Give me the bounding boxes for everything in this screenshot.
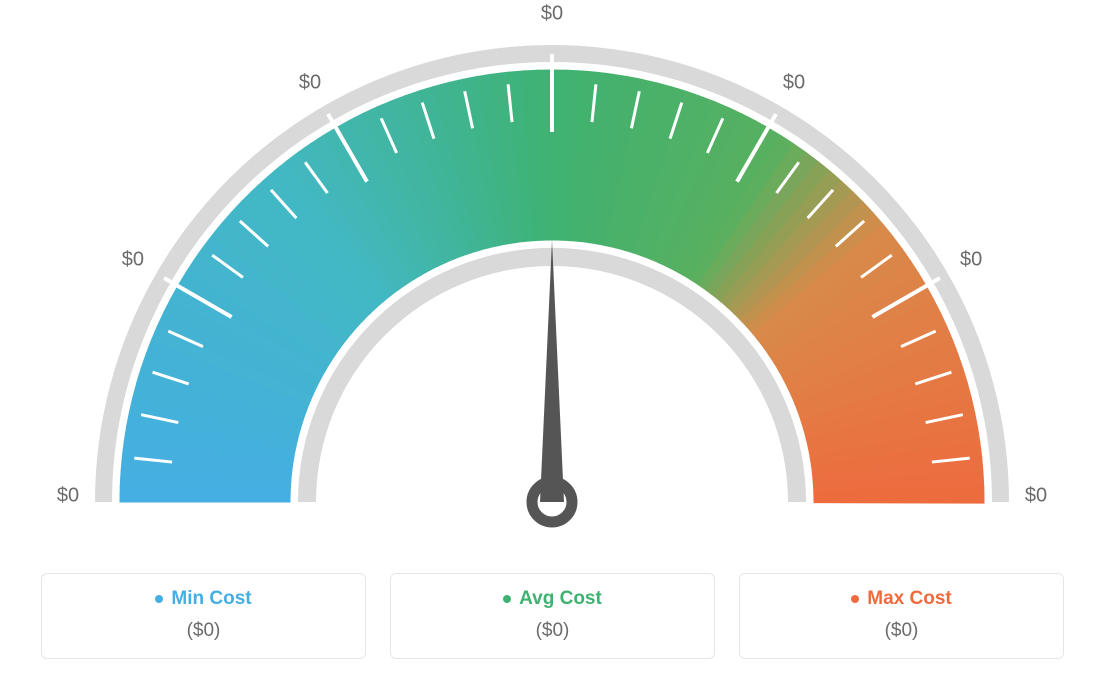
gauge-area: $0 $0 $0 $0 $0 $0 $0 xyxy=(0,0,1104,560)
legend-title-min: Min Cost xyxy=(155,588,251,610)
tick-label: $0 xyxy=(541,3,563,26)
dot-icon xyxy=(155,595,163,603)
dot-icon xyxy=(503,595,511,603)
tick-label: $0 xyxy=(960,249,982,272)
legend-label-max: Max Cost xyxy=(867,588,951,610)
dot-icon xyxy=(851,595,859,603)
legend-title-avg: Avg Cost xyxy=(503,588,602,610)
legend-value-avg: ($0) xyxy=(401,620,704,642)
legend-value-max: ($0) xyxy=(750,620,1053,642)
legend-card-max: Max Cost ($0) xyxy=(739,573,1064,659)
legend-title-max: Max Cost xyxy=(851,588,951,610)
needle xyxy=(540,240,564,502)
tick-label: $0 xyxy=(57,485,79,508)
tick-label: $0 xyxy=(1025,485,1047,508)
legend-card-min: Min Cost ($0) xyxy=(41,573,366,659)
tick-label: $0 xyxy=(122,249,144,272)
legend-label-avg: Avg Cost xyxy=(519,588,602,610)
legend-card-avg: Avg Cost ($0) xyxy=(390,573,715,659)
legend-label-min: Min Cost xyxy=(171,588,251,610)
gauge-chart-container: $0 $0 $0 $0 $0 $0 $0 Min Cost ($0) Avg Cost ($… xyxy=(0,0,1104,690)
gauge-svg xyxy=(0,0,1104,560)
legend-row: Min Cost ($0) Avg Cost ($0) Max Cost ($0… xyxy=(41,573,1064,659)
tick-label: $0 xyxy=(299,71,321,94)
legend-value-min: ($0) xyxy=(52,620,355,642)
tick-label: $0 xyxy=(783,71,805,94)
